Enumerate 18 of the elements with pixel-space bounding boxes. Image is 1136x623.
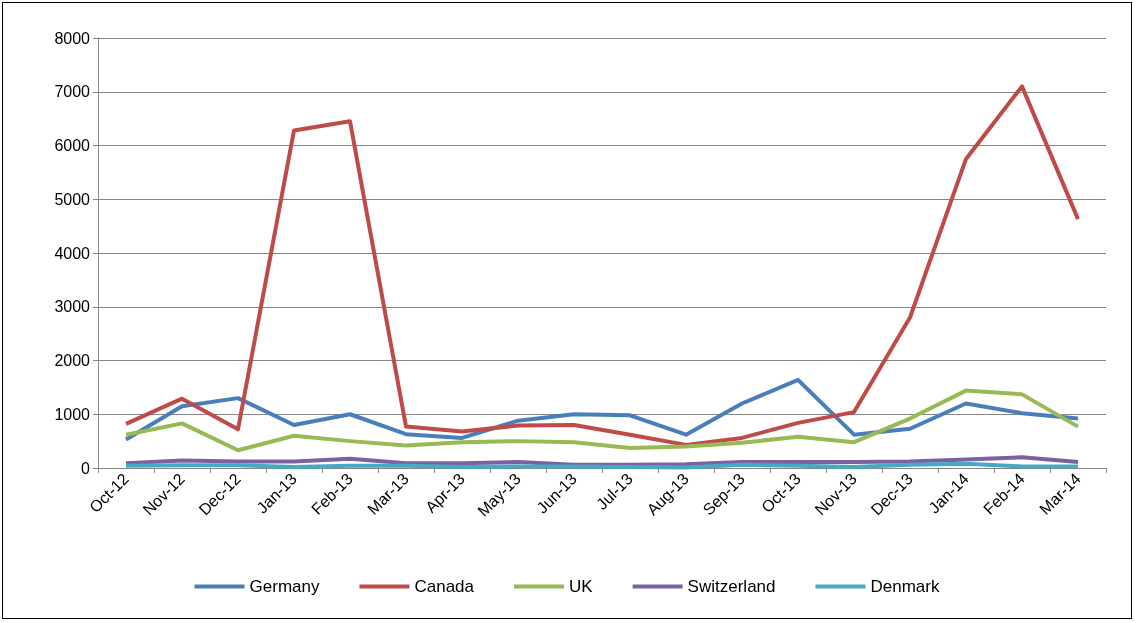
y-tick-label: 8000 [54,29,91,47]
y-tick-label: 2000 [54,352,91,369]
y-tick-label: 7000 [54,83,91,101]
line-series [124,388,1080,453]
legend-label: UK [569,577,594,596]
line-series [124,377,1080,442]
y-tick-label: 4000 [54,244,91,262]
y-tick-label: 5000 [54,190,91,208]
y-tick-label: 0 [81,459,91,477]
legend-label: Germany [249,577,320,596]
legend-label: Denmark [870,577,940,596]
y-tick-label: 1000 [54,405,91,423]
y-tick-label: 3000 [54,298,91,316]
legend-label: Switzerland [687,577,776,596]
legend-label: Canada [414,577,475,596]
line-series [124,84,1080,447]
y-tick-label: 6000 [54,137,91,154]
line-series [124,455,1080,467]
